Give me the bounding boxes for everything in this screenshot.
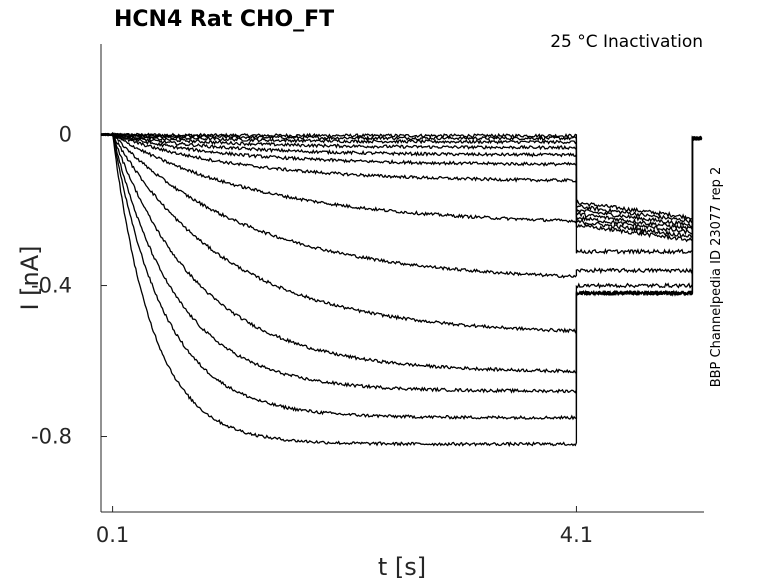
chart-title: HCN4 Rat CHO_FT: [114, 7, 334, 32]
y-tick-label: -0.8: [31, 425, 72, 449]
chart-subtitle: 25 °C Inactivation: [550, 32, 703, 52]
current-trace-14: [100, 132, 702, 448]
x-axis-ticks: 0.1 4.1: [96, 506, 593, 547]
x-axis-label: t [s]: [378, 553, 426, 581]
current-trace-10: [100, 132, 703, 334]
current-trace-3: [100, 132, 703, 228]
current-trace-9: [100, 132, 703, 279]
current-trace-5: [101, 132, 702, 236]
current-trace-8: [100, 133, 702, 255]
current-trace-11: [100, 133, 702, 374]
dataset-id-note: BBP Channelpedia ID 23077 rep 2: [709, 167, 724, 388]
y-axis-label: I [nA]: [16, 245, 44, 310]
current-traces: [100, 131, 703, 448]
y-axis-ticks: 0 -0.4 -0.8: [31, 123, 107, 449]
current-trace-2: [100, 132, 703, 225]
current-trace-4: [100, 132, 702, 232]
current-trace-7: [100, 132, 703, 243]
x-tick-label: 0.1: [96, 523, 129, 547]
current-trace-6: [100, 133, 703, 239]
y-tick-label: -0.4: [31, 274, 72, 298]
x-tick-label: 4.1: [560, 523, 593, 547]
y-tick-label: 0: [59, 123, 72, 147]
